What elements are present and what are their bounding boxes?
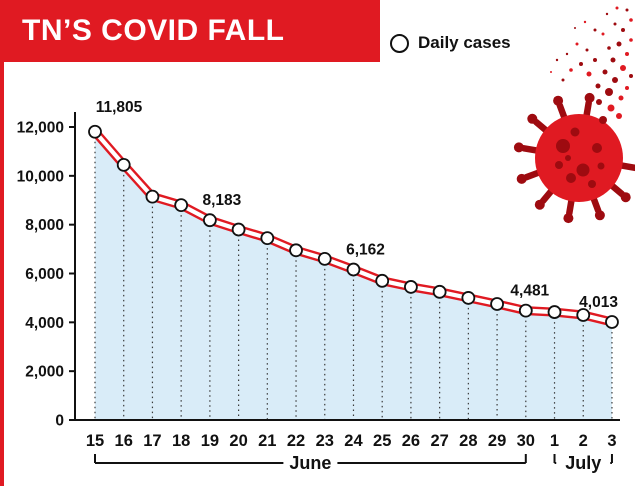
svg-text:12,000: 12,000: [17, 120, 64, 137]
svg-text:1: 1: [550, 432, 559, 450]
legend: Daily cases: [390, 33, 511, 53]
page-border-left: [0, 0, 4, 486]
svg-text:21: 21: [258, 432, 276, 450]
svg-text:11,805: 11,805: [96, 99, 143, 116]
page-title: TN’S COVID FALL: [22, 14, 285, 47]
vertical-gridlines: [94, 131, 613, 420]
svg-text:2,000: 2,000: [25, 364, 64, 381]
svg-text:2: 2: [579, 432, 588, 450]
svg-text:4,000: 4,000: [25, 315, 64, 332]
svg-text:16: 16: [115, 432, 133, 450]
svg-text:19: 19: [201, 432, 219, 450]
svg-text:15: 15: [86, 432, 104, 450]
legend-label: Daily cases: [418, 33, 511, 52]
svg-text:30: 30: [517, 432, 535, 450]
data-points: [88, 124, 619, 329]
svg-text:26: 26: [402, 432, 420, 450]
svg-text:June: June: [289, 453, 331, 473]
cases-chart: 0 2,000 4,000 6,000 8,000 10,000 12,000 15 16 17 1…: [17, 99, 620, 473]
svg-text:10,000: 10,000: [17, 168, 64, 185]
svg-text:24: 24: [344, 432, 363, 450]
svg-text:8,183: 8,183: [202, 192, 241, 209]
svg-text:23: 23: [316, 432, 334, 450]
svg-text:27: 27: [430, 432, 448, 450]
x-axis-groups: June July: [94, 453, 613, 473]
svg-text:6,162: 6,162: [346, 242, 385, 259]
svg-text:July: July: [565, 453, 601, 473]
svg-text:4,013: 4,013: [579, 294, 618, 311]
svg-text:25: 25: [373, 432, 391, 450]
svg-text:18: 18: [172, 432, 190, 450]
legend-marker-icon: [390, 33, 409, 53]
data-labels: 11,805 8,183 6,162 4,481 4,013: [96, 99, 619, 311]
title-bar: TN’S COVID FALL: [0, 0, 380, 62]
svg-text:4,481: 4,481: [510, 283, 549, 300]
svg-text:28: 28: [459, 432, 477, 450]
svg-text:29: 29: [488, 432, 506, 450]
svg-text:8,000: 8,000: [25, 217, 64, 234]
svg-text:3: 3: [607, 432, 616, 450]
axes: 0 2,000 4,000 6,000 8,000 10,000 12,000: [17, 112, 620, 430]
svg-text:0: 0: [55, 413, 64, 430]
svg-text:22: 22: [287, 432, 305, 450]
svg-text:6,000: 6,000: [25, 266, 64, 283]
x-axis-labels: 15 16 17 18 19 20 21 22 23 24 25 26 27 28 29 30 1 2 3: [86, 432, 617, 450]
svg-text:20: 20: [229, 432, 247, 450]
svg-text:17: 17: [143, 432, 161, 450]
